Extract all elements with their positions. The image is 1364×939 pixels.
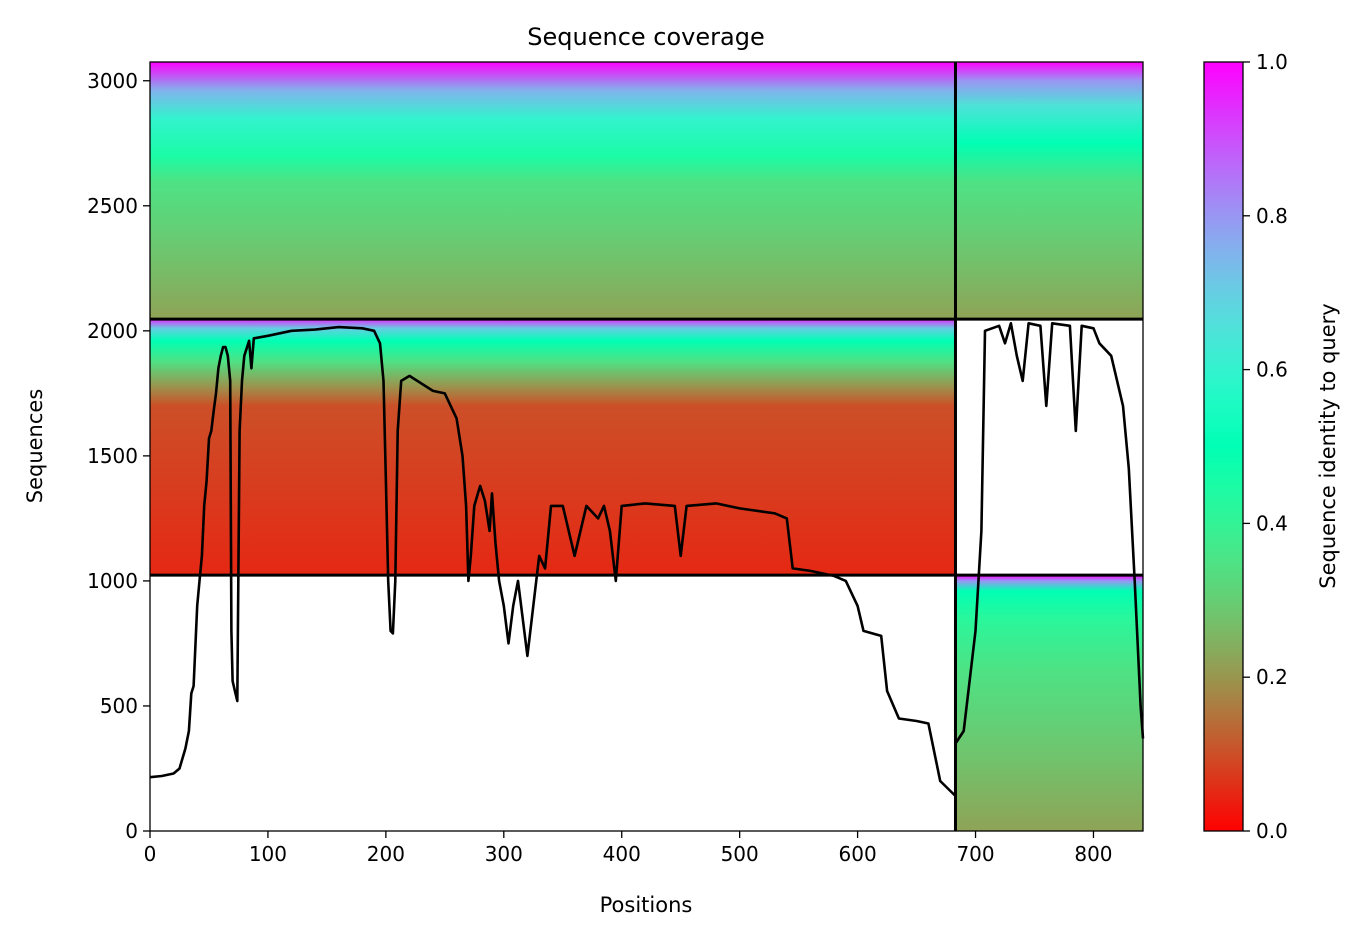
y-tick-label: 1500 [87,444,138,468]
heatmap-block-paired-alignment-chain-1 [150,62,956,320]
x-axis-label: Positions [600,893,693,917]
colorbar-tick-label: 0.4 [1256,511,1288,535]
x-axis: 0 100 200 300 400 500 600 700 800 [144,831,1113,866]
y-tick-label: 2500 [87,194,138,218]
x-tick-label: 800 [1074,842,1112,866]
x-tick-label: 200 [367,842,405,866]
y-tick-label: 2000 [87,319,138,343]
y-axis-label: Sequences [23,389,47,504]
x-tick-label: 400 [603,842,641,866]
colorbar-label: Sequence identity to query [1316,303,1340,588]
y-tick-label: 500 [100,694,138,718]
y-tick-label: 0 [125,819,138,843]
colorbar: 0.0 0.2 0.4 0.6 0.8 1.0 [1203,50,1288,843]
coverage-heatmap [150,62,1143,831]
colorbar-tick-label: 1.0 [1256,50,1288,74]
chart-title: Sequence coverage [527,23,764,51]
heatmap-block-chain-1-alignment [150,319,956,576]
x-tick-label: 700 [956,842,994,866]
colorbar-gradient [1203,61,1244,832]
colorbar-tick-label: 0.2 [1256,665,1288,689]
y-tick-label: 3000 [87,69,138,93]
x-tick-label: 0 [144,842,157,866]
coverage-line-1 [954,322,1145,745]
colorbar-tick-label: 0.6 [1256,358,1288,382]
heatmap-block-chain-2-alignment [955,575,1143,831]
heatmap-block-paired-alignment-chain-2 [955,62,1143,320]
y-axis: 0 500 1000 1500 2000 2500 3000 [87,69,150,843]
x-tick-label: 500 [721,842,759,866]
colorbar-tick-label: 0.0 [1256,819,1288,843]
x-tick-label: 600 [839,842,877,866]
coverage-line-0 [149,325,957,797]
plot-frame [149,61,1144,832]
y-tick-label: 1000 [87,569,138,593]
x-tick-label: 100 [249,842,287,866]
coverage-lines [149,322,1145,797]
colorbar-tick-label: 0.8 [1256,204,1288,228]
x-tick-label: 300 [485,842,523,866]
